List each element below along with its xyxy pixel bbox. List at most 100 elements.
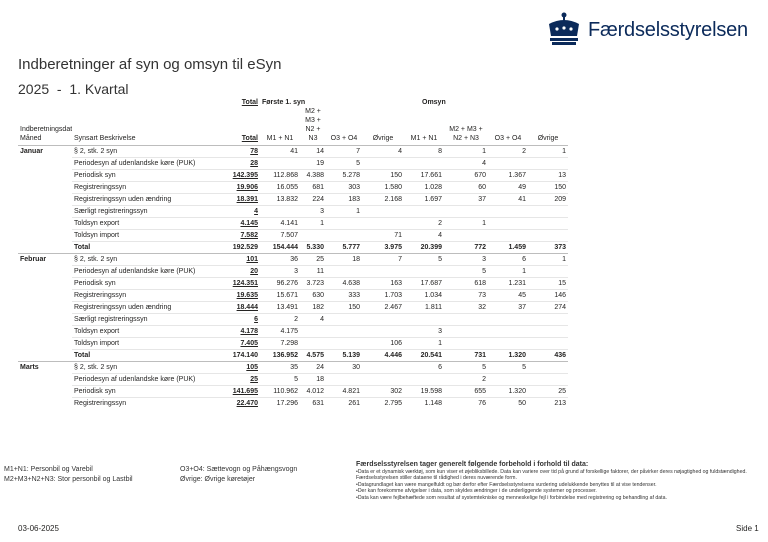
- value-cell: 1.028: [404, 181, 444, 194]
- row-label: Periodesyn af udenlandske køre (PUK): [72, 157, 198, 170]
- column-header: Total: [198, 107, 260, 146]
- value-cell: [326, 229, 362, 242]
- value-cell: [528, 337, 569, 350]
- value-cell: 4: [362, 145, 404, 158]
- value-cell: 5.278: [326, 169, 362, 182]
- value-cell: 142.395: [198, 169, 260, 182]
- value-cell: 5: [326, 157, 362, 170]
- value-cell: 11: [300, 265, 326, 278]
- value-cell: 192.529: [198, 241, 260, 254]
- value-cell: [444, 337, 488, 350]
- table-row: Særligt registreringssyn 6 2 4: [18, 313, 569, 326]
- month-cell: [18, 182, 72, 194]
- value-cell: 302: [362, 385, 404, 398]
- value-cell: 36: [260, 253, 300, 266]
- value-cell: 4.575: [300, 349, 326, 362]
- value-cell: 2: [260, 313, 300, 326]
- value-cell: 1: [300, 217, 326, 230]
- value-cell: 5: [404, 253, 444, 266]
- value-cell: 4: [404, 229, 444, 242]
- value-cell: 436: [528, 349, 569, 362]
- value-cell: 1.148: [404, 397, 444, 409]
- table-row: Særligt registreringssyn 4 3 1: [18, 205, 569, 218]
- value-cell: 19.598: [404, 385, 444, 398]
- disclaimer: Færdselsstyrelsen tager generelt følgend…: [356, 460, 751, 501]
- table-row: Registreringssyn 19.635 15.671 630 333 1.703 1…: [18, 289, 569, 302]
- value-cell: 96.276: [260, 277, 300, 290]
- value-cell: 3.975: [362, 241, 404, 254]
- value-cell: 1.320: [488, 349, 528, 362]
- value-cell: [404, 205, 444, 218]
- value-cell: [488, 217, 528, 230]
- table-row: Total 174.140 136.952 4.575 5.139 4.446 20.541…: [18, 349, 569, 362]
- row-label: Total: [72, 241, 198, 254]
- value-cell: 1.703: [362, 289, 404, 302]
- column-header: M1 + N1: [404, 107, 444, 146]
- value-cell: 630: [300, 289, 326, 302]
- value-cell: 2: [444, 373, 488, 386]
- table-row: Periodisk syn 141.695 110.962 4.012 4.821 302…: [18, 385, 569, 398]
- value-cell: 71: [362, 229, 404, 242]
- value-cell: 3: [300, 205, 326, 218]
- value-cell: 1: [528, 253, 569, 266]
- value-cell: 772: [444, 241, 488, 254]
- disclaimer-item: •Data er et dynamisk værktøj, som kun vi…: [356, 469, 747, 482]
- value-cell: 78: [198, 145, 260, 158]
- value-cell: 15: [528, 277, 569, 290]
- value-cell: 18: [326, 253, 362, 266]
- row-label: Periodesyn af udenlandske køre (PUK): [72, 373, 198, 386]
- value-cell: 655: [444, 385, 488, 398]
- value-cell: 73: [444, 289, 488, 302]
- row-label: Toldsyn export: [72, 217, 198, 230]
- value-cell: 1: [404, 337, 444, 350]
- value-cell: 1.697: [404, 193, 444, 206]
- value-cell: [404, 313, 444, 326]
- row-label: Registreringssyn: [72, 181, 198, 194]
- value-cell: [488, 337, 528, 350]
- row-label: Registreringssyn uden ændring: [72, 193, 198, 206]
- value-cell: [528, 373, 569, 386]
- legend-item: M2+M3+N2+N3: Stor personbil og Lastbil: [4, 476, 133, 483]
- value-cell: 136.952: [260, 349, 300, 362]
- value-cell: 60: [444, 181, 488, 194]
- value-cell: [488, 313, 528, 326]
- value-cell: 41: [260, 145, 300, 158]
- value-cell: [362, 361, 404, 374]
- value-cell: 261: [326, 397, 362, 409]
- value-cell: [404, 157, 444, 170]
- value-cell: [362, 205, 404, 218]
- column-header: O3 + O4: [488, 107, 528, 146]
- value-cell: 3: [444, 253, 488, 266]
- month-cell: [18, 278, 72, 290]
- column-header: O3 + O4: [326, 107, 362, 146]
- table-row: Periodisk syn 142.395 112.868 4.388 5.278 150…: [18, 169, 569, 182]
- value-cell: 5.139: [326, 349, 362, 362]
- value-cell: [326, 325, 362, 338]
- column-header: M1 + N1: [260, 107, 300, 146]
- value-cell: 1.320: [488, 385, 528, 398]
- value-cell: [326, 265, 362, 278]
- value-cell: 6: [488, 253, 528, 266]
- value-cell: [444, 205, 488, 218]
- value-cell: 112.868: [260, 169, 300, 182]
- value-cell: 7.405: [198, 337, 260, 350]
- value-cell: 213: [528, 397, 569, 409]
- value-cell: 124.351: [198, 277, 260, 290]
- value-cell: 150: [528, 181, 569, 194]
- row-label: Registreringssyn uden ændring: [72, 301, 198, 314]
- month-cell: [18, 314, 72, 326]
- value-cell: 25: [300, 253, 326, 266]
- value-cell: 174.140: [198, 349, 260, 362]
- value-cell: [326, 313, 362, 326]
- value-cell: 30: [326, 361, 362, 374]
- row-label: Total: [72, 349, 198, 362]
- month-cell: [18, 386, 72, 398]
- value-cell: [404, 265, 444, 278]
- value-cell: 7.582: [198, 229, 260, 242]
- value-cell: 1.034: [404, 289, 444, 302]
- value-cell: 13.491: [260, 301, 300, 314]
- column-header: Øvrige: [528, 107, 569, 146]
- value-cell: 106: [362, 337, 404, 350]
- value-cell: [528, 325, 569, 338]
